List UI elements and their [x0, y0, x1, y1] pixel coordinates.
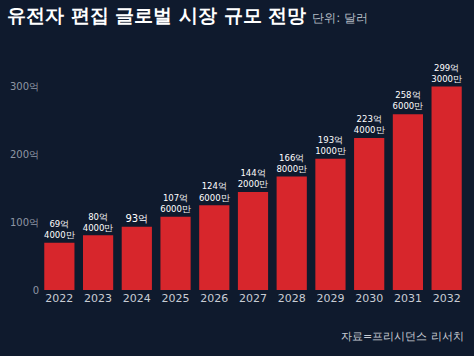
svg-text:2030: 2030 [355, 292, 383, 305]
svg-text:100억: 100억 [10, 217, 39, 228]
svg-text:166억8000만: 166억8000만 [276, 153, 307, 174]
svg-text:2022: 2022 [45, 292, 73, 305]
svg-text:223억4000만: 223억4000만 [354, 114, 385, 135]
svg-text:69억4000만: 69억4000만 [44, 219, 75, 240]
svg-text:2024: 2024 [123, 292, 151, 305]
svg-text:93억: 93억 [125, 213, 148, 224]
svg-text:2027: 2027 [239, 292, 267, 305]
svg-text:193억1000만: 193억1000만 [315, 135, 346, 156]
svg-text:80억4000만: 80억4000만 [83, 212, 114, 233]
svg-text:124억6000만: 124억6000만 [199, 181, 230, 202]
svg-text:자료=프리시던스 리서치: 자료=프리시던스 리서치 [341, 330, 464, 343]
svg-text:2023: 2023 [84, 292, 112, 305]
svg-text:2025: 2025 [162, 292, 190, 305]
svg-text:0: 0 [33, 285, 39, 296]
svg-text:2029: 2029 [316, 292, 344, 305]
svg-text:299억3000만: 299억3000만 [431, 63, 462, 84]
svg-text:200억: 200억 [10, 149, 39, 160]
svg-text:유전자 편집 글로벌 시장 규모 전망 단위: 달러: 유전자 편집 글로벌 시장 규모 전망 단위: 달러 [7, 4, 368, 26]
svg-text:2026: 2026 [200, 292, 228, 305]
svg-text:2028: 2028 [278, 292, 306, 305]
svg-text:2031: 2031 [394, 292, 422, 305]
svg-text:107억6000만: 107억6000만 [160, 193, 191, 214]
svg-text:258억6000만: 258억6000만 [393, 90, 424, 111]
svg-text:300억: 300억 [10, 81, 39, 92]
svg-text:144억2000만: 144억2000만 [238, 168, 269, 189]
svg-text:2032: 2032 [433, 292, 461, 305]
